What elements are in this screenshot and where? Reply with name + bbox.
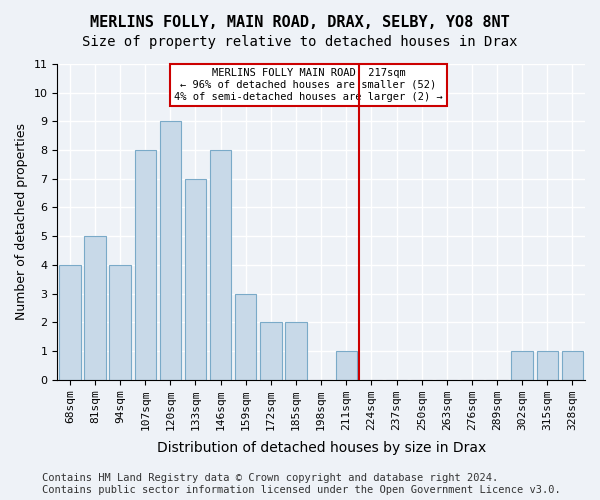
Y-axis label: Number of detached properties: Number of detached properties	[15, 124, 28, 320]
Bar	[210, 150, 232, 380]
X-axis label: Distribution of detached houses by size in Drax: Distribution of detached houses by size …	[157, 441, 486, 455]
Bar	[511, 351, 533, 380]
Text: MERLINS FOLLY, MAIN ROAD, DRAX, SELBY, YO8 8NT: MERLINS FOLLY, MAIN ROAD, DRAX, SELBY, Y…	[90, 15, 510, 30]
Bar	[562, 351, 583, 380]
Bar	[335, 351, 357, 380]
Bar	[235, 294, 256, 380]
Bar	[134, 150, 156, 380]
Text: Contains HM Land Registry data © Crown copyright and database right 2024.
Contai: Contains HM Land Registry data © Crown c…	[42, 474, 561, 495]
Bar	[84, 236, 106, 380]
Text: MERLINS FOLLY MAIN ROAD: 217sqm
← 96% of detached houses are smaller (52)
4% of : MERLINS FOLLY MAIN ROAD: 217sqm ← 96% of…	[174, 68, 443, 102]
Bar	[536, 351, 558, 380]
Bar	[160, 122, 181, 380]
Bar	[59, 265, 80, 380]
Text: Size of property relative to detached houses in Drax: Size of property relative to detached ho…	[82, 35, 518, 49]
Bar	[109, 265, 131, 380]
Bar	[185, 179, 206, 380]
Bar	[260, 322, 281, 380]
Bar	[286, 322, 307, 380]
